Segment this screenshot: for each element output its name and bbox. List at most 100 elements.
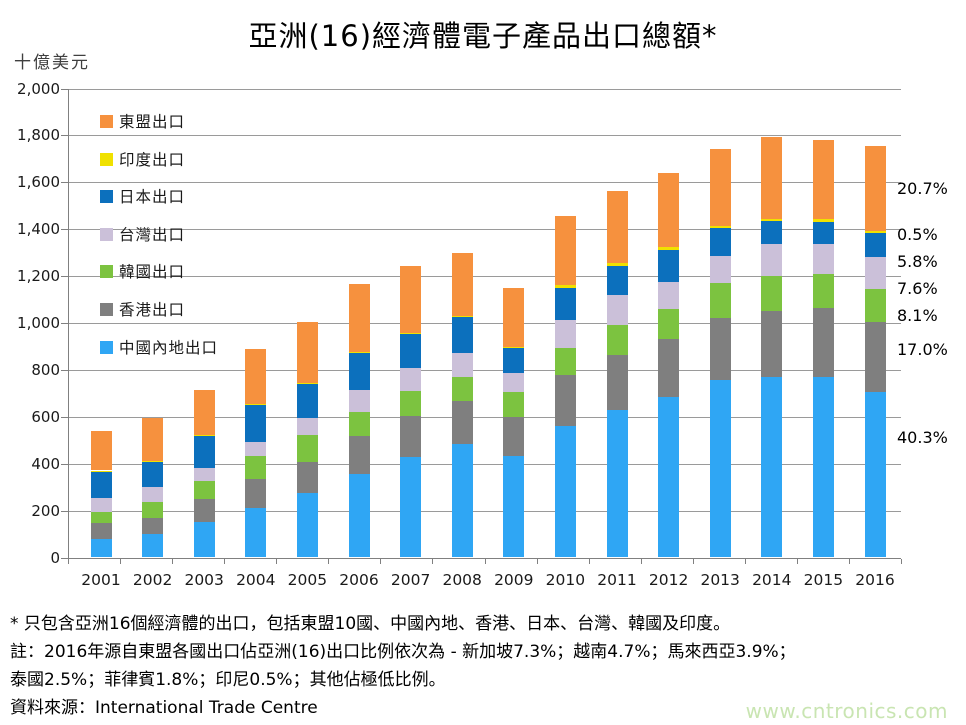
gridline (68, 323, 901, 324)
x-tick-label: 2002 (132, 571, 173, 589)
bar-segment (400, 456, 422, 558)
bar-segment (142, 534, 164, 558)
y-tick-label: 1,000 (17, 314, 60, 332)
gridline (68, 88, 901, 90)
bar-segment (245, 479, 267, 508)
bar-segment (193, 468, 215, 481)
bar-segment (90, 431, 112, 471)
bar-segment (296, 418, 318, 435)
bar-segment (503, 455, 525, 558)
y-axis-tick (61, 229, 68, 231)
bar-segment (400, 334, 422, 369)
bar-segment (451, 317, 473, 353)
legend-swatch (100, 265, 113, 279)
y-tick-label: 2,000 (17, 79, 60, 98)
x-tick-label: 2012 (648, 571, 689, 589)
bar-segment (812, 308, 834, 378)
y-axis-tick (61, 323, 68, 324)
bar-segment (90, 470, 112, 471)
legend-item: 韓國出口 (100, 262, 260, 282)
x-axis-tick (172, 558, 174, 564)
bar-segment (606, 325, 628, 355)
x-axis-tick (68, 558, 69, 564)
bar-segment (193, 435, 215, 469)
bar-segment (761, 218, 783, 221)
legend-item: 中國內地出口 (100, 338, 260, 358)
bar-segment (606, 190, 628, 264)
bar-segment (658, 247, 680, 250)
bar-segment (503, 372, 525, 392)
legend-swatch (100, 152, 113, 166)
bar-segment (142, 487, 164, 503)
x-axis-tick (640, 558, 642, 564)
bar-segment (90, 539, 112, 558)
bar-segment (142, 502, 164, 519)
y-axis-tick (61, 463, 68, 465)
x-tick-label: 2001 (81, 571, 121, 589)
bar-segment (503, 417, 525, 456)
bar-segment (193, 389, 215, 436)
x-tick-label: 2016 (855, 571, 895, 589)
share-label: 40.3% (897, 428, 948, 447)
legend-item: 東盟出口 (100, 112, 260, 132)
bar-segment (193, 480, 215, 500)
bar-segment (864, 288, 886, 322)
bar-segment (193, 522, 215, 558)
bar-segment (554, 375, 576, 426)
footnote-scope: * 只包含亞洲16個經濟體的出口，包括東盟10國、中國內地、香港、日本、台灣、韓… (10, 614, 731, 634)
legend-item: 日本出口 (100, 187, 260, 207)
legend-label: 日本出口 (119, 188, 186, 207)
bar-segment (761, 377, 783, 558)
y-tick-label: 0 (50, 548, 60, 567)
bar-segment (709, 318, 731, 381)
bar-segment (451, 376, 473, 401)
bar-segment (761, 275, 783, 312)
bar-segment (864, 146, 886, 232)
legend-swatch (100, 115, 113, 128)
x-axis-tick (796, 558, 798, 564)
bar-segment (348, 284, 370, 353)
x-tick-label: 2003 (184, 571, 224, 589)
gridline (68, 276, 901, 278)
y-tick-label: 200 (31, 501, 60, 520)
bar-segment (554, 216, 576, 286)
legend-swatch (100, 340, 113, 354)
y-axis-tick (61, 416, 68, 418)
bar-segment (709, 283, 731, 319)
bar-segment (296, 492, 318, 558)
x-tick-label: 2010 (545, 571, 586, 589)
bar-segment (709, 256, 731, 284)
bar-segment (658, 339, 680, 398)
bar-segment (606, 410, 628, 558)
x-axis-line (61, 557, 901, 559)
chart-title: 亞洲(16)經濟體電子產品出口總額* (248, 19, 718, 53)
bar-segment (348, 411, 370, 437)
bar-segment (245, 348, 267, 405)
y-tick-label: 400 (31, 454, 60, 473)
bar-segment (90, 470, 112, 498)
x-axis-tick (901, 558, 902, 564)
legend-item: 台灣出口 (100, 225, 260, 245)
bar-segment (503, 348, 525, 373)
y-axis-unit-label: 十億美元 (14, 53, 90, 73)
bar-segment (245, 404, 267, 405)
bar-segment (812, 221, 834, 245)
legend-swatch (100, 190, 113, 204)
share-label: 20.7% (897, 179, 948, 198)
y-axis-tick (61, 182, 68, 184)
y-tick-label: 1,600 (17, 173, 60, 192)
bar-segment (142, 461, 164, 488)
gridline (68, 135, 901, 137)
legend-label: 印度出口 (119, 150, 186, 169)
bar-segment (348, 436, 370, 474)
bar-segment (296, 382, 318, 384)
bar-segment (245, 507, 267, 558)
x-tick-label: 2013 (700, 571, 740, 589)
x-tick-label: 2015 (803, 571, 844, 589)
y-tick-label: 1,400 (17, 220, 60, 239)
share-label: 0.5% (897, 225, 938, 244)
bar-segment (348, 390, 370, 412)
bar-segment (606, 265, 628, 296)
x-tick-label: 2008 (442, 571, 482, 589)
footnote-asean-shares-2: 泰國2.5%；菲律賓1.8%；印尼0.5%；其他佔極低比例。 (10, 670, 446, 690)
